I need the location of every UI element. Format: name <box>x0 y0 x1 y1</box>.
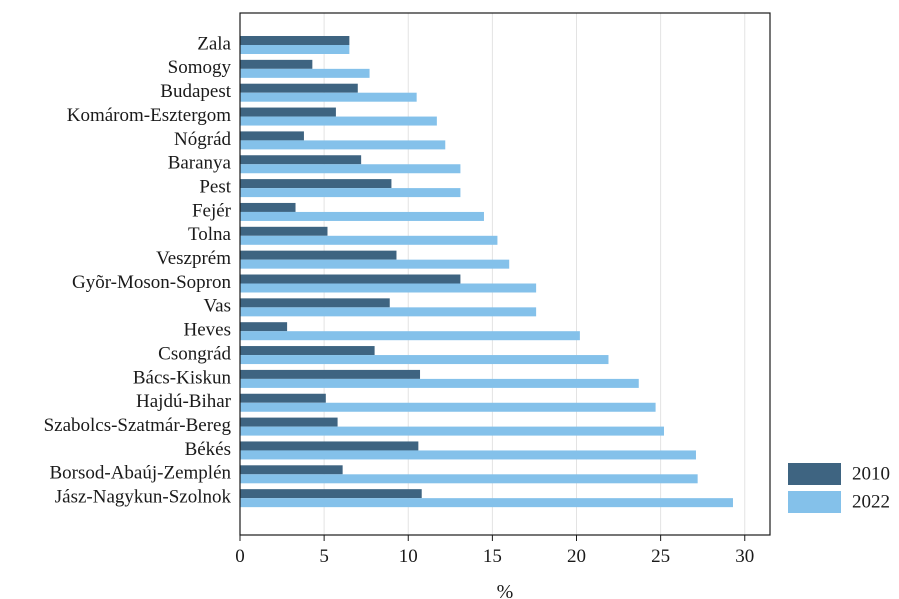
category-label: Somogy <box>168 57 232 78</box>
bar-2010 <box>240 226 328 236</box>
x-tick-label: 30 <box>735 546 754 567</box>
category-label: Baranya <box>168 153 232 174</box>
bar-2022 <box>240 378 639 388</box>
category-label: Heves <box>184 320 231 341</box>
bar-2022 <box>240 164 461 174</box>
category-label: Nógrád <box>174 129 231 150</box>
category-label: Fejér <box>192 200 232 221</box>
category-label: Vas <box>204 296 231 317</box>
category-label: Komárom-Esztergom <box>67 105 231 126</box>
legend: 2010 2022 <box>788 463 890 513</box>
bar-2010 <box>240 250 397 260</box>
bar-2022 <box>240 450 696 460</box>
bar-2022 <box>240 426 664 436</box>
legend-label-2010: 2010 <box>852 463 890 484</box>
category-label: Szabolcs-Szatmár-Bereg <box>44 415 232 436</box>
bar-2022 <box>240 402 656 412</box>
plot-frame <box>239 12 771 536</box>
x-axis-ticks: 0 5 10 15 20 25 30 <box>235 535 754 567</box>
bar-2010 <box>240 59 313 69</box>
category-label: Gyõr-Moson-Sopron <box>72 272 232 293</box>
legend-label-2022: 2022 <box>852 491 890 512</box>
bar-2010 <box>240 131 304 141</box>
bar-2022 <box>240 235 498 245</box>
bar-2022 <box>240 331 580 341</box>
category-label: Veszprém <box>156 248 231 269</box>
bar-2022 <box>240 498 733 508</box>
bars-group <box>240 36 733 508</box>
bar-2010 <box>240 202 296 212</box>
bar-2010 <box>240 36 350 45</box>
category-label: Tolna <box>188 224 232 245</box>
bar-2010 <box>240 179 392 189</box>
x-tick-label: 5 <box>319 546 329 567</box>
bar-2010 <box>240 107 336 117</box>
x-axis-title: % <box>497 581 514 599</box>
bar-2022 <box>240 283 537 293</box>
category-label: Hajdú-Bihar <box>136 391 232 412</box>
bar-2022 <box>240 92 417 102</box>
category-label: Zala <box>197 33 231 54</box>
bar-2010 <box>240 83 358 93</box>
category-label: Borsod-Abaúj-Zemplén <box>49 463 231 484</box>
bar-2010 <box>240 369 421 379</box>
category-label: Bács-Kiskun <box>133 367 232 388</box>
bar-2022 <box>240 259 510 269</box>
x-tick-label: 0 <box>235 546 245 567</box>
bar-2022 <box>240 307 537 317</box>
x-tick-label: 10 <box>399 546 418 567</box>
bar-2010 <box>240 322 288 332</box>
bar-2010 <box>240 417 338 427</box>
category-label: Budapest <box>160 81 231 102</box>
legend-swatch-2022 <box>788 491 841 513</box>
category-label: Jász-Nagykun-Szolnok <box>55 487 232 508</box>
bar-2022 <box>240 140 446 150</box>
bar-2022 <box>240 116 437 126</box>
bar-2010 <box>240 346 375 356</box>
bar-2010 <box>240 155 362 165</box>
bar-2010 <box>240 441 419 451</box>
category-label: Békés <box>185 439 231 460</box>
category-labels: Zala Somogy Budapest Komárom-Esztergom Nógrá… <box>44 33 232 507</box>
bar-2022 <box>240 211 484 221</box>
bar-2010 <box>240 489 422 499</box>
bar-2022 <box>240 188 461 198</box>
category-label: Csongrád <box>158 343 231 364</box>
category-label: Pest <box>199 176 231 197</box>
bar-2010 <box>240 298 390 308</box>
bar-2010 <box>240 465 343 475</box>
bar-2022 <box>240 45 350 54</box>
bar-2010 <box>240 274 461 284</box>
x-tick-label: 20 <box>567 546 586 567</box>
bar-2022 <box>240 68 370 78</box>
bar-2022 <box>240 355 609 365</box>
legend-swatch-2010 <box>788 463 841 485</box>
bar-2022 <box>240 474 698 484</box>
x-tick-label: 15 <box>483 546 502 567</box>
bar-2010 <box>240 393 326 403</box>
x-tick-label: 25 <box>651 546 670 567</box>
